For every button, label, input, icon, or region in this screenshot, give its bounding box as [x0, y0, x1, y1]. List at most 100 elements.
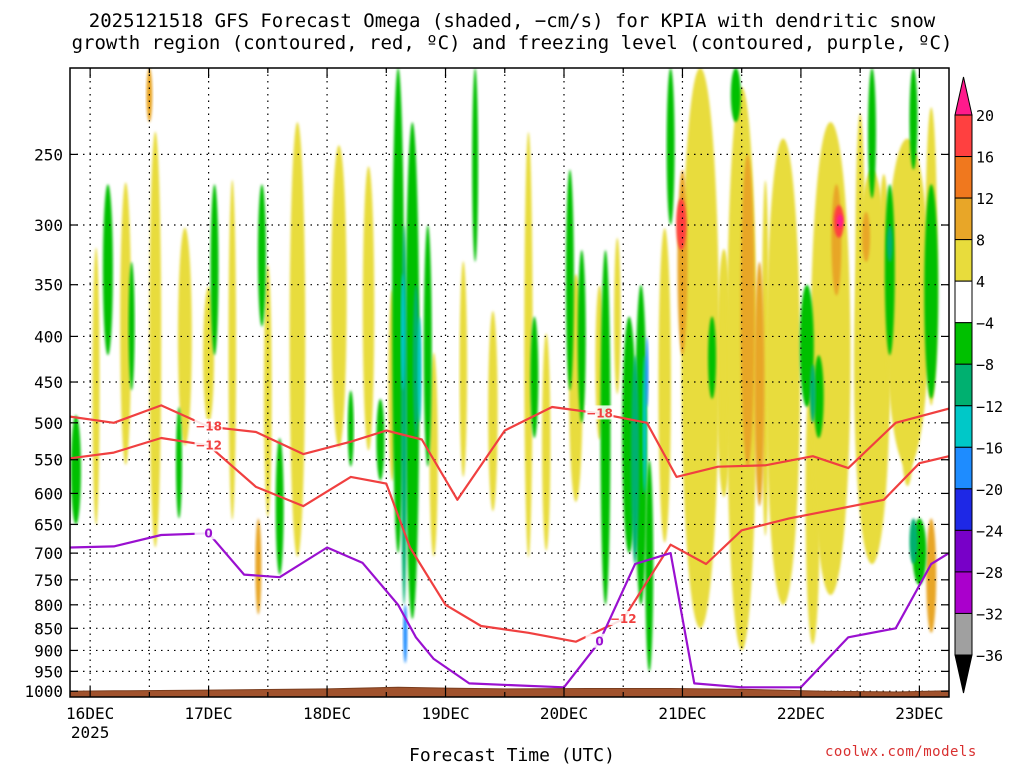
- chart-title-line-2: growth region (contoured, red, ºC) and f…: [71, 32, 953, 54]
- colorbar-label: −28: [976, 564, 1003, 582]
- omega-streak-gold: [754, 261, 765, 507]
- omega-streak-gold: [677, 169, 688, 356]
- omega-streak-green: [530, 316, 539, 439]
- colorbar-label: −16: [976, 439, 1003, 457]
- omega-streak-yellow: [263, 264, 272, 517]
- colorbar-swatch: [954, 405, 973, 448]
- omega-block-yellow: [681, 68, 720, 629]
- omega-streak-teal: [886, 225, 893, 262]
- contour-label-bg: [194, 418, 223, 433]
- y-tick-label: 850: [34, 619, 63, 638]
- omega-streak-green: [708, 316, 717, 399]
- grid-layer: [70, 68, 949, 697]
- omega-streak-teal: [909, 518, 918, 565]
- omega-streak-gold: [831, 184, 842, 296]
- colorbar-label: −36: [976, 647, 1003, 665]
- omega-streak-green: [565, 169, 574, 391]
- omega-streak-green: [924, 184, 939, 399]
- omega-streak-green: [600, 250, 611, 605]
- colorbar: 20 16 12 8 4 −4 −8 −12 −16 −20 −24 −28 −32 −36: [954, 76, 1003, 694]
- omega-streak-teal: [412, 284, 419, 439]
- omega-streak-gold: [926, 518, 937, 633]
- y-tick-label: 900: [34, 641, 63, 660]
- omega-streak-red: [676, 198, 687, 251]
- x-tick-label: 20DEC: [540, 704, 588, 723]
- omega-streak-gold: [740, 154, 755, 467]
- y-tick-label: 550: [34, 451, 63, 470]
- contour-line: [70, 532, 949, 689]
- colorbar-swatch: [954, 363, 973, 407]
- omega-streak-yellow: [429, 352, 438, 557]
- colorbar-bottom-arrow: [954, 654, 973, 694]
- x-tick-label: 19DEC: [421, 704, 469, 723]
- colorbar-swatch: [954, 114, 973, 158]
- contour-label-bg: [194, 525, 223, 540]
- y-tick-label: 750: [34, 571, 63, 590]
- omega-streak-teal: [809, 364, 816, 423]
- colorbar-swatch: [954, 612, 973, 656]
- contour-line: [70, 436, 949, 643]
- colorbar-label: −24: [976, 522, 1003, 540]
- omega-streak-green: [405, 122, 420, 620]
- contour-label-bg: [194, 437, 223, 452]
- omega-streak-green: [257, 184, 266, 327]
- omega-block-yellow: [853, 169, 890, 565]
- omega-streak-yellow: [331, 145, 347, 448]
- y-tick-label: 350: [34, 276, 63, 295]
- y-tick-label: 250: [34, 145, 63, 164]
- y-tick-label: 400: [34, 327, 63, 346]
- contour-label-bg: [585, 405, 614, 420]
- omega-streak-yellow: [614, 237, 621, 395]
- omega-streak-green: [730, 68, 741, 123]
- credit-text[interactable]: coolwx.com/models: [825, 744, 977, 760]
- omega-streak-green: [175, 407, 182, 519]
- y-axis: 250 300 350 400 450 500 550 600 650 700 750 800 850 9…: [24, 145, 949, 701]
- omega-streak-green: [376, 398, 385, 481]
- omega-streak-green: [128, 261, 135, 391]
- x-axis: 16DEC 17DEC 18DEC 19DEC 20DEC 21DEC 22DEC 23DEC…: [66, 68, 943, 742]
- omega-streak-cyan: [417, 316, 422, 423]
- colorbar-swatch: [954, 197, 973, 241]
- omega-streak-gold: [862, 211, 871, 262]
- x-tick-label: 22DEC: [777, 704, 825, 723]
- omega-streak-yellow: [488, 310, 498, 512]
- omega-streak-green: [813, 355, 824, 439]
- colorbar-swatch: [954, 280, 973, 324]
- omega-streak-green: [884, 184, 895, 356]
- colorbar-swatch: [954, 571, 973, 614]
- contour-label: −18: [586, 406, 613, 420]
- omega-block-yellow: [885, 138, 930, 467]
- colorbar-label: 8: [976, 232, 985, 250]
- colorbar-swatch: [954, 322, 973, 365]
- omega-shading-layer: [70, 68, 939, 672]
- colorbar-label: −4: [976, 315, 994, 333]
- omega-streak-green: [347, 390, 354, 467]
- omega-streak-yellow: [362, 166, 375, 451]
- colorbar-label: −8: [976, 356, 994, 374]
- terrain-surface: [70, 686, 949, 697]
- omega-streak-yellow: [149, 131, 162, 548]
- omega-streak-green: [645, 459, 654, 672]
- y-tick-label: 800: [34, 596, 63, 615]
- omega-streak-green: [666, 68, 675, 226]
- omega-streak-teal: [631, 355, 640, 565]
- omega-streak-green: [472, 68, 479, 262]
- colorbar-label: 4: [976, 273, 985, 291]
- y-tick-label: 450: [34, 373, 63, 392]
- colorbar-top-arrow: [954, 76, 973, 116]
- omega-streak-yellow: [178, 227, 192, 446]
- colorbar-swatch: [954, 156, 973, 199]
- y-tick-label: 300: [34, 216, 63, 235]
- omega-streak-green: [867, 68, 876, 199]
- omega-streak-yellow: [120, 182, 132, 465]
- x-tick-label: 23DEC: [895, 704, 943, 723]
- omega-streak-cyan: [400, 273, 405, 391]
- omega-streak-green: [70, 414, 81, 525]
- omega-streak-pink: [837, 214, 844, 228]
- omega-block-yellow: [766, 138, 801, 605]
- y-tick-label: 1000: [24, 682, 63, 701]
- x-axis-label: Forecast Time (UTC): [409, 745, 615, 766]
- contour-label: −18: [195, 420, 222, 434]
- omega-streak-yellow: [228, 179, 237, 520]
